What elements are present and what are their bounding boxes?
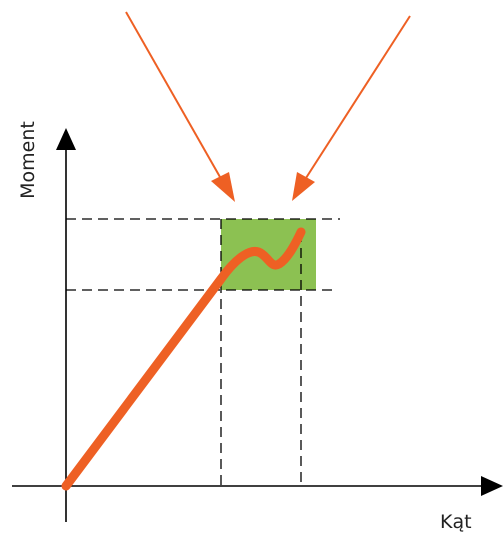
- x-axis-label: Kąt: [440, 511, 472, 533]
- y-axis-label: Moment: [17, 121, 39, 199]
- right-pointer-arrow: [306, 16, 410, 178]
- right-pointer-arrowhead: [292, 172, 315, 201]
- y-axis-arrowhead: [56, 128, 76, 150]
- left-pointer-arrowhead: [211, 172, 235, 202]
- x-axis-arrowhead: [481, 476, 503, 496]
- left-pointer-arrow: [126, 12, 220, 177]
